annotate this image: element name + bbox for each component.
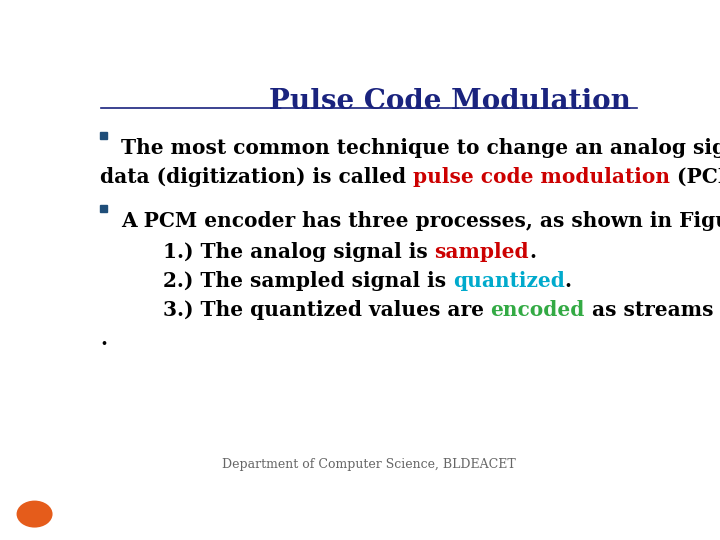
- Text: quantized: quantized: [453, 271, 564, 291]
- Bar: [100, 132, 107, 139]
- Text: pulse code modulation: pulse code modulation: [413, 166, 670, 186]
- Text: Pulse Code Modulation: Pulse Code Modulation: [269, 87, 631, 114]
- Text: sampled: sampled: [434, 241, 529, 261]
- Text: 3.) The quantized values are: 3.) The quantized values are: [163, 300, 490, 320]
- Text: 1.) The analog signal is: 1.) The analog signal is: [163, 241, 434, 261]
- Text: Department of Computer Science, BLDEACET: Department of Computer Science, BLDEACET: [222, 458, 516, 471]
- Text: The most common technique to change an analog signal to digital: The most common technique to change an a…: [121, 138, 720, 158]
- Text: A PCM encoder has three processes, as shown in Figure above.: A PCM encoder has three processes, as sh…: [121, 211, 720, 231]
- Text: data (digitization) is called: data (digitization) is called: [100, 166, 413, 186]
- Text: .: .: [100, 328, 107, 348]
- Text: 2.) The sampled signal is: 2.) The sampled signal is: [163, 271, 453, 291]
- Text: 20: 20: [24, 507, 45, 522]
- Text: .: .: [529, 241, 536, 261]
- Text: (PCM).: (PCM).: [670, 166, 720, 186]
- Text: encoded: encoded: [490, 300, 585, 320]
- Bar: [100, 205, 107, 212]
- Text: as streams of bits.: as streams of bits.: [585, 300, 720, 320]
- Text: .: .: [564, 271, 572, 291]
